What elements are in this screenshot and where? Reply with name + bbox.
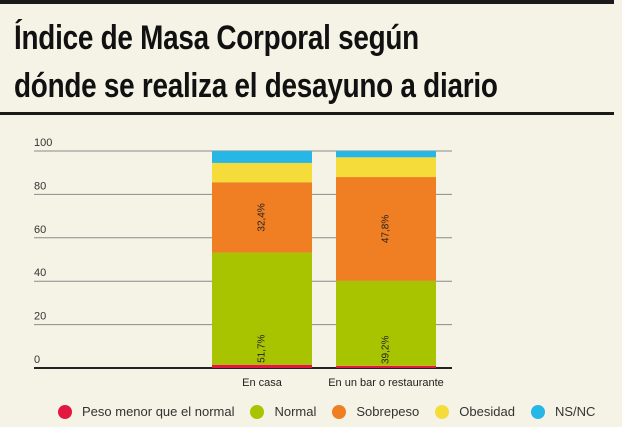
legend-label: Normal [274,404,317,419]
bar-segment [336,157,436,178]
title-rule [0,112,614,115]
bar-segment [336,280,436,366]
legend-dot-icon [435,404,450,419]
top-rule [0,0,614,4]
legend-item: Normal [250,404,316,419]
y-tick-label: 100 [34,137,52,149]
chart-title: Índice de Masa Corporal según dónde se r… [14,19,498,105]
legend-label: Sobrepeso [356,404,420,419]
bar-segment [336,365,436,368]
y-tick-label: 20 [34,311,46,323]
legend-dot-icon [530,404,545,419]
bar-segment [212,182,312,253]
x-category-label: En un bar o restaurante [328,377,444,389]
data-label: 51,7% [257,334,268,362]
bar-segment [336,177,436,281]
legend-item: Sobrepeso [332,404,419,419]
legend-label: NS/NC [554,404,596,419]
bar-segment [336,151,436,158]
data-label: 39,2% [381,336,392,364]
bar-segment [212,162,312,183]
y-tick-label: 60 [34,224,46,236]
legend-item: Peso menor que el normal [58,404,234,419]
legend-item: NS/NC [530,404,596,419]
y-tick-label: 40 [34,267,46,279]
y-tick-label: 0 [34,354,40,366]
bar-segment [212,151,312,163]
bar-segment [212,252,312,365]
legend-dot-icon [250,404,265,419]
legend-item: Obesidad [435,404,515,419]
stacked-bar-chart: 0 20 40 60 80 100 51,7% 32,4% En casa 39,2% 47,8% E… [34,137,452,389]
bar-segment [212,364,312,368]
data-label: 47,8% [381,215,392,243]
data-label: 32,4% [257,203,268,231]
y-tick-label: 80 [34,180,46,192]
legend-dot-icon [58,404,72,419]
x-category-label: En casa [242,377,283,389]
legend-dot-icon [332,404,347,419]
legend-label: Obesidad [459,404,515,419]
legend-label: Peso menor que el normal [82,404,235,419]
chart-legend: Peso menor que el normal Normal Sobrepeso O… [58,404,611,419]
